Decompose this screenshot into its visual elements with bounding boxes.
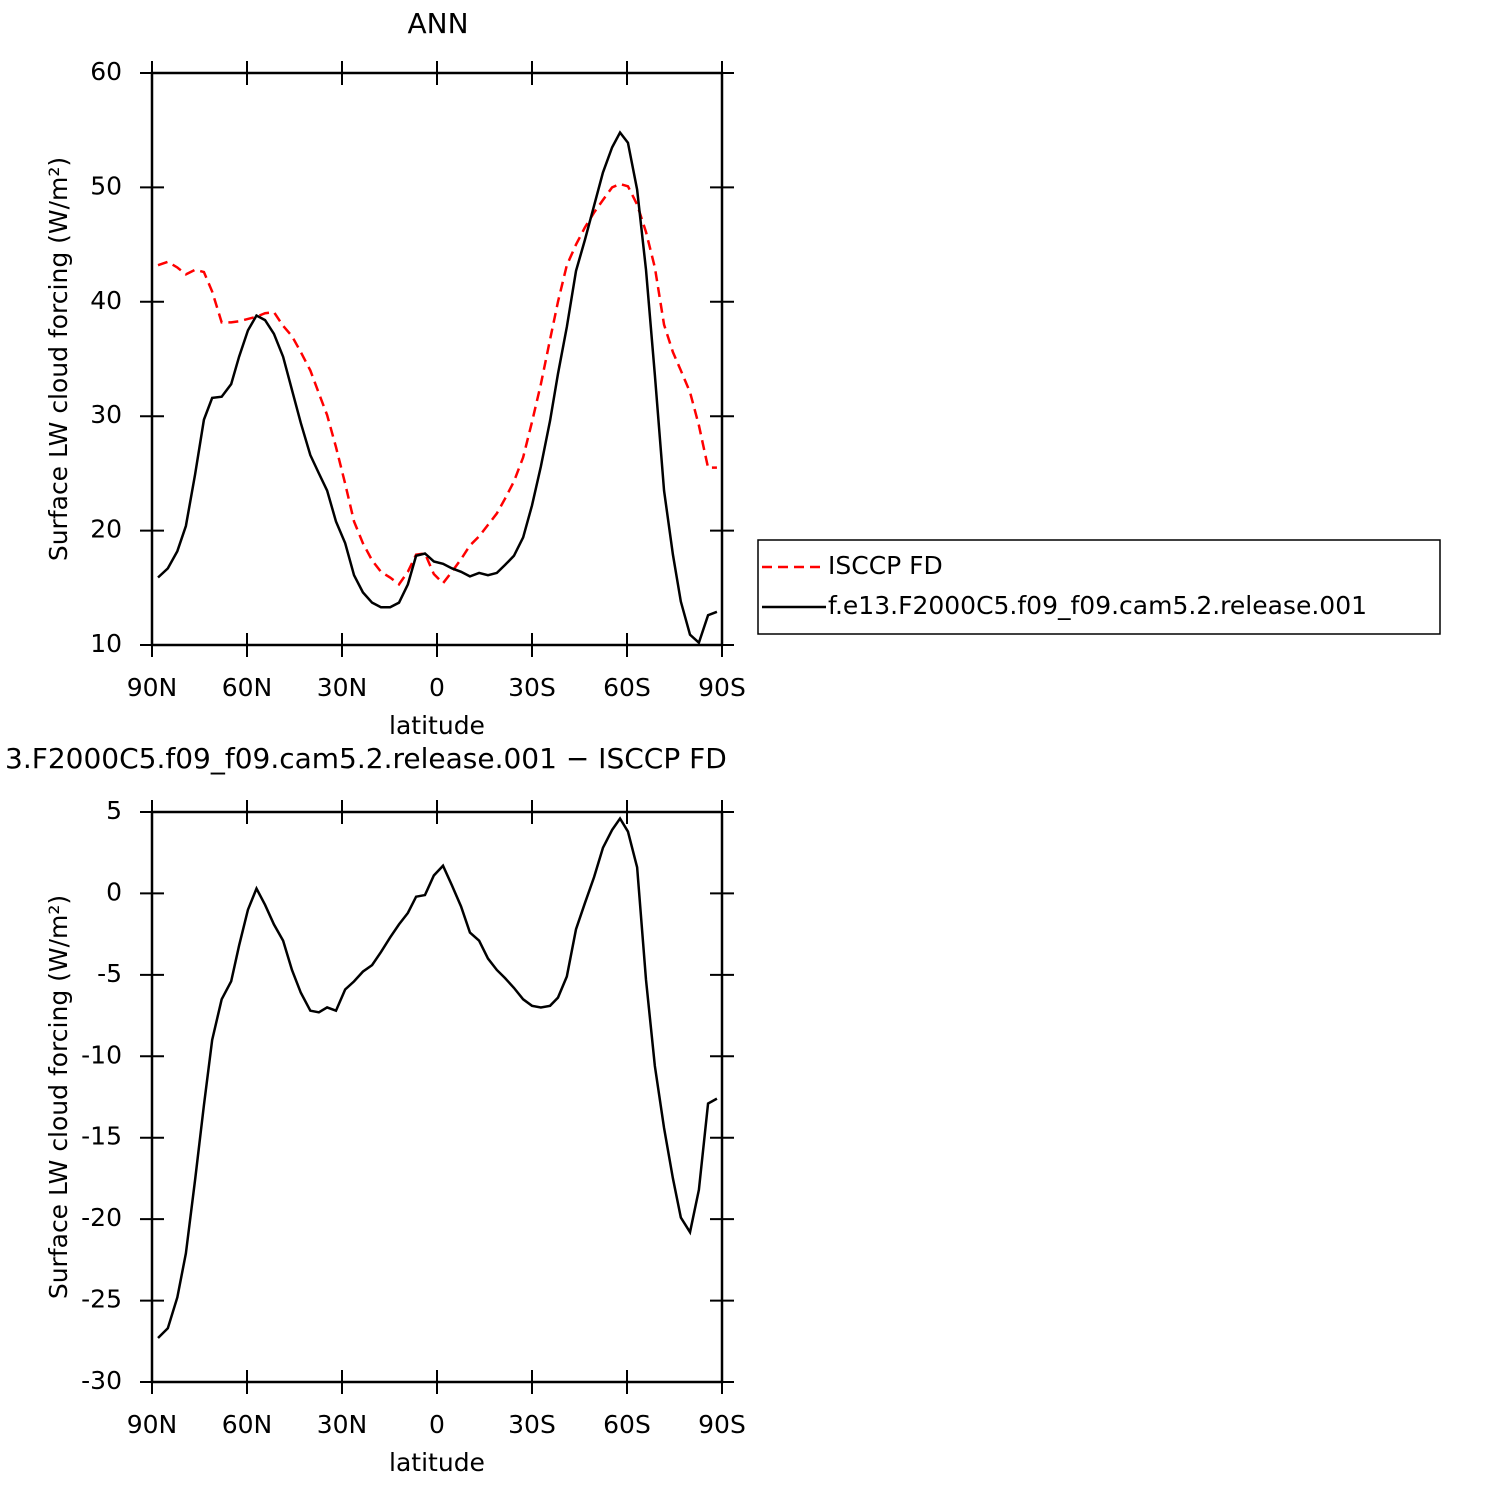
y-tick-label: 0	[106, 877, 122, 906]
plot-frame	[150, 71, 724, 647]
x-tick-label: 90N	[127, 673, 178, 702]
y-tick-label: 50	[90, 171, 122, 200]
legend-label: ISCCP FD	[828, 551, 943, 580]
y-tick-label: -15	[81, 1122, 122, 1151]
series-line	[157, 130, 718, 645]
y-tick-label: 40	[90, 286, 122, 315]
series-line	[157, 182, 717, 587]
x-tick-label: 60S	[603, 673, 651, 702]
x-tick-label: 30S	[508, 1410, 556, 1439]
x-tick-label: 90S	[698, 673, 746, 702]
y-tick-label: -25	[81, 1285, 122, 1314]
series-line	[157, 816, 718, 1339]
x-tick-label: 0	[429, 673, 445, 702]
legend-label: f.e13.F2000C5.f09_f09.cam5.2.release.001	[828, 591, 1367, 620]
y-tick-label: -20	[81, 1203, 122, 1232]
x-tick-label: 60S	[603, 1410, 651, 1439]
y-tick-label: 20	[90, 515, 122, 544]
x-tick-label: 90N	[127, 1410, 178, 1439]
chart-title: ANN	[407, 7, 468, 40]
x-tick-label: 0	[429, 1410, 445, 1439]
x-tick-label: 60N	[222, 1410, 273, 1439]
y-tick-label: 30	[90, 400, 122, 429]
x-tick-label: 30N	[317, 673, 368, 702]
y-tick-label: -30	[81, 1366, 122, 1395]
x-axis-label: latitude	[389, 711, 485, 740]
y-tick-label: -5	[97, 959, 122, 988]
y-axis-label: Surface LW cloud forcing (W/m²)	[44, 157, 73, 561]
plot-frame	[150, 810, 724, 1384]
chart-title: 3.F2000C5.f09_f09.cam5.2.release.001 − I…	[5, 742, 727, 775]
x-tick-label: 30S	[508, 673, 556, 702]
y-tick-label: -10	[81, 1040, 122, 1069]
legend-box	[757, 539, 1441, 635]
y-tick-label: 10	[90, 629, 122, 658]
x-tick-label: 30N	[317, 1410, 368, 1439]
x-tick-label: 60N	[222, 673, 273, 702]
x-axis-label: latitude	[389, 1448, 485, 1477]
y-tick-label: 5	[106, 796, 122, 825]
y-tick-label: 60	[90, 57, 122, 86]
y-axis-label: Surface LW cloud forcing (W/m²)	[44, 895, 73, 1299]
x-tick-label: 90S	[698, 1410, 746, 1439]
